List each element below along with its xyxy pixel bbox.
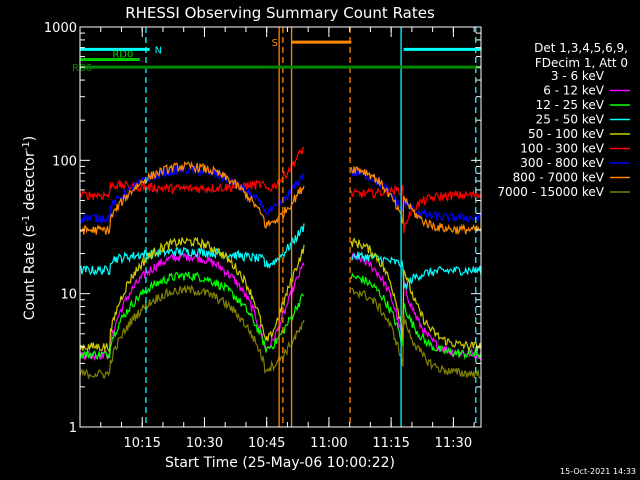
flag-label: N [155, 45, 162, 56]
series-line [80, 160, 305, 235]
legend-label: 300 - 800 keV [520, 156, 604, 170]
axes: 1 10 100 1000 10:15 10:30 10:45 11:00 11:15 11:30 [44, 21, 481, 451]
series-line [350, 272, 481, 361]
x-tick-label: 10:30 [186, 436, 223, 451]
series-line [350, 168, 481, 223]
series-line [351, 251, 481, 290]
series-line [80, 284, 305, 379]
y-tick-label: 100 [52, 154, 77, 169]
legend-label: 800 - 7000 keV [513, 171, 605, 185]
legend-header: FDecim 1, Att 0 [535, 56, 628, 70]
legend-label: 3 - 6 keV [551, 69, 605, 83]
x-tick-label: 11:00 [310, 436, 347, 451]
flag-bars: N RD0 RB6 S [72, 38, 481, 74]
legend: Det 1,3,4,5,6,9,FDecim 1, Att 03 - 6 keV… [497, 41, 630, 199]
series-line [350, 237, 481, 352]
series-line [80, 223, 305, 276]
x-tick-label: 11:15 [372, 436, 409, 451]
legend-label: 50 - 100 keV [528, 127, 605, 141]
y-tick-label: 10 [60, 288, 77, 303]
series-line [80, 146, 305, 201]
flag-label: RB6 [72, 63, 92, 74]
vertical-markers [145, 27, 477, 427]
legend-label: 25 - 50 keV [536, 113, 605, 127]
x-tick-label: 10:15 [123, 436, 160, 451]
y-tick-label: 1 [69, 421, 77, 436]
series-line [350, 166, 481, 236]
timestamp: 15-Oct-2021 14:33 [560, 467, 636, 476]
series-line [350, 184, 481, 234]
x-tick-label: 10:45 [248, 436, 285, 451]
y-tick-label: 1000 [44, 21, 77, 36]
series-line [80, 271, 305, 360]
legend-label: 7000 - 15000 keV [497, 185, 604, 199]
legend-label: 12 - 25 keV [536, 98, 605, 112]
series-line [80, 236, 305, 353]
chart-title: RHESSI Observing Summary Count Rates [125, 4, 435, 22]
legend-label: 100 - 300 keV [520, 142, 604, 156]
legend-label: 6 - 12 keV [543, 84, 605, 98]
series-line [351, 287, 481, 379]
flag-label: RD0 [112, 50, 133, 61]
x-axis-label: Start Time (25-May-06 10:00:22) [165, 455, 395, 471]
y-axis-label: Count Rate (s-1 detector-1) [21, 136, 38, 320]
plot-frame [79, 26, 482, 428]
legend-header: Det 1,3,4,5,6,9, [534, 41, 628, 55]
flag-label: S [272, 38, 278, 49]
series-layer [80, 146, 481, 380]
x-tick-label: 11:30 [435, 436, 472, 451]
series-line [80, 163, 305, 225]
